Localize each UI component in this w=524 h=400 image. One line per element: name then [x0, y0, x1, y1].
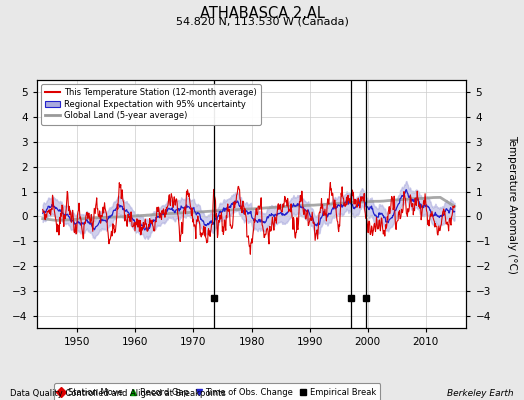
Text: ATHABASCA 2,AL: ATHABASCA 2,AL	[200, 6, 324, 21]
Text: 54.820 N, 113.530 W (Canada): 54.820 N, 113.530 W (Canada)	[176, 17, 348, 27]
Legend: Station Move, Record Gap, Time of Obs. Change, Empirical Break: Station Move, Record Gap, Time of Obs. C…	[54, 383, 380, 400]
Text: Data Quality Controlled and Aligned at Breakpoints: Data Quality Controlled and Aligned at B…	[10, 389, 226, 398]
Y-axis label: Temperature Anomaly (°C): Temperature Anomaly (°C)	[507, 134, 517, 274]
Text: Berkeley Earth: Berkeley Earth	[447, 389, 514, 398]
